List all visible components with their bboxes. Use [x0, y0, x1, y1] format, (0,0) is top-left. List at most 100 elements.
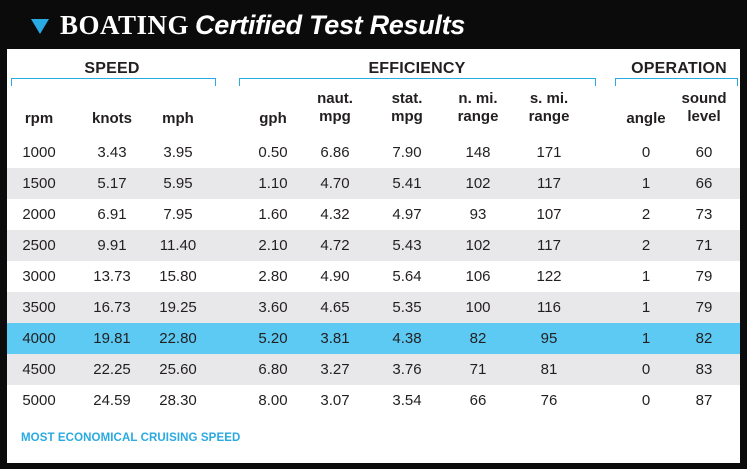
- cell-stat_mpg: 3.54: [392, 392, 422, 409]
- column-header-angle: angle: [626, 110, 666, 127]
- group-label-operation: OPERATION: [631, 60, 727, 77]
- cell-gph: 0.50: [258, 144, 288, 161]
- cell-mph: 15.80: [159, 268, 197, 285]
- column-header-line1: stat.: [391, 90, 423, 107]
- cell-angle: 1: [641, 330, 651, 347]
- cell-stat_mpg: 5.43: [392, 237, 422, 254]
- cell-nmi_range: 71: [469, 361, 487, 378]
- cell-sound: 79: [695, 299, 713, 316]
- cell-knots: 19.81: [93, 330, 131, 347]
- cell-angle: 1: [641, 175, 651, 192]
- results-table: 1000 3.43 3.95 0.50 6.86 7.90 148 171 0 60 1500 5.1…: [7, 137, 740, 416]
- column-header-gph: gph: [259, 110, 287, 127]
- column-header-line2: range: [457, 108, 499, 125]
- cell-rpm: 2000: [22, 206, 56, 223]
- title-subtitle: Certified Test Results: [195, 10, 465, 40]
- cell-mph: 3.95: [163, 144, 193, 161]
- cell-gph: 8.00: [258, 392, 288, 409]
- cell-knots: 22.25: [93, 361, 131, 378]
- cell-mph: 22.80: [159, 330, 197, 347]
- column-header-rpm: rpm: [24, 110, 54, 127]
- cell-angle: 2: [641, 237, 651, 254]
- cell-angle: 0: [641, 361, 651, 378]
- cell-smi_range: 95: [540, 330, 558, 347]
- table-row: 1500 5.17 5.95 1.10 4.70 5.41 102 117 1 66: [7, 168, 740, 199]
- cell-nmi_range: 106: [465, 268, 491, 285]
- column-header-line1: sound: [681, 90, 727, 107]
- table-row: 5000 24.59 28.30 8.00 3.07 3.54 66 76 0 87: [7, 385, 740, 416]
- column-header-sound: sound level: [682, 90, 727, 126]
- cell-naut_mpg: 4.32: [320, 206, 350, 223]
- column-header-line2: mpg: [391, 108, 423, 125]
- cell-mph: 7.95: [163, 206, 193, 223]
- cell-nmi_range: 93: [469, 206, 487, 223]
- column-header-line1: naut.: [317, 90, 353, 107]
- cell-stat_mpg: 4.38: [392, 330, 422, 347]
- cell-rpm: 4500: [22, 361, 56, 378]
- cell-nmi_range: 102: [465, 237, 491, 254]
- table-row: 2000 6.91 7.95 1.60 4.32 4.97 93 107 2 73: [7, 199, 740, 230]
- group-label-efficiency: EFFICIENCY: [368, 60, 466, 77]
- cell-stat_mpg: 5.64: [392, 268, 422, 285]
- table-row: 3000 13.73 15.80 2.80 4.90 5.64 106 122 1 79: [7, 261, 740, 292]
- cell-naut_mpg: 6.86: [320, 144, 350, 161]
- page-title: BOATING Certified Test Results: [60, 8, 465, 42]
- cell-knots: 16.73: [93, 299, 131, 316]
- group-bracket-operation: [615, 78, 738, 86]
- cell-rpm: 3500: [22, 299, 56, 316]
- cell-angle: 0: [641, 392, 651, 409]
- cell-mph: 28.30: [159, 392, 197, 409]
- cell-nmi_range: 66: [469, 392, 487, 409]
- cell-rpm: 5000: [22, 392, 56, 409]
- cell-gph: 2.80: [258, 268, 288, 285]
- cell-gph: 5.20: [258, 330, 288, 347]
- cell-smi_range: 117: [537, 175, 561, 192]
- cell-sound: 83: [695, 361, 713, 378]
- table-row: 3500 16.73 19.25 3.60 4.65 5.35 100 116 1 79: [7, 292, 740, 323]
- cell-smi_range: 122: [536, 268, 562, 285]
- cell-stat_mpg: 7.90: [392, 144, 422, 161]
- column-header-line2: level: [687, 108, 721, 125]
- column-header-line2: range: [528, 108, 570, 125]
- cell-naut_mpg: 4.90: [320, 268, 350, 285]
- column-header-smi_range: s. mi. range: [529, 90, 570, 126]
- title-bar: BOATING Certified Test Results: [0, 0, 747, 49]
- cell-stat_mpg: 3.76: [392, 361, 422, 378]
- column-header-mph: mph: [162, 110, 194, 127]
- cell-gph: 3.60: [258, 299, 288, 316]
- cell-knots: 13.73: [93, 268, 131, 285]
- cell-sound: 82: [695, 330, 713, 347]
- cell-naut_mpg: 4.70: [320, 175, 350, 192]
- column-header-naut_mpg: naut. mpg: [317, 90, 353, 126]
- cell-naut_mpg: 3.27: [320, 361, 350, 378]
- cell-stat_mpg: 4.97: [392, 206, 422, 223]
- footnote: MOST ECONOMICAL CRUISING SPEED: [21, 432, 241, 444]
- cell-rpm: 3000: [22, 268, 56, 285]
- cell-gph: 6.80: [258, 361, 288, 378]
- column-header-knots: knots: [91, 110, 133, 127]
- group-bracket-speed: [11, 78, 216, 86]
- cell-smi_range: 116: [537, 299, 561, 316]
- cell-knots: 24.59: [93, 392, 131, 409]
- cell-knots: 6.91: [97, 206, 127, 223]
- cell-smi_range: 81: [540, 361, 558, 378]
- table-row: 4500 22.25 25.60 6.80 3.27 3.76 71 81 0 83: [7, 354, 740, 385]
- triangle-down-icon: [31, 19, 49, 34]
- column-header-line1: n. mi.: [458, 90, 498, 107]
- cell-angle: 1: [641, 299, 651, 316]
- group-label-speed: SPEED: [84, 60, 140, 77]
- cell-nmi_range: 148: [465, 144, 491, 161]
- cell-sound: 73: [695, 206, 713, 223]
- cell-knots: 5.17: [97, 175, 127, 192]
- table-row-highlighted: 4000 19.81 22.80 5.20 3.81 4.38 82 95 1 82: [7, 323, 740, 354]
- cell-sound: 87: [695, 392, 713, 409]
- cell-sound: 66: [695, 175, 713, 192]
- cell-smi_range: 171: [536, 144, 562, 161]
- cell-mph: 5.95: [163, 175, 193, 192]
- group-bracket-efficiency: [239, 78, 596, 86]
- table-row: 1000 3.43 3.95 0.50 6.86 7.90 148 171 0 60: [7, 137, 740, 168]
- column-header-line1: s. mi.: [529, 90, 569, 107]
- cell-sound: 71: [695, 237, 713, 254]
- cell-gph: 1.60: [258, 206, 288, 223]
- brand-name: BOATING: [60, 10, 190, 40]
